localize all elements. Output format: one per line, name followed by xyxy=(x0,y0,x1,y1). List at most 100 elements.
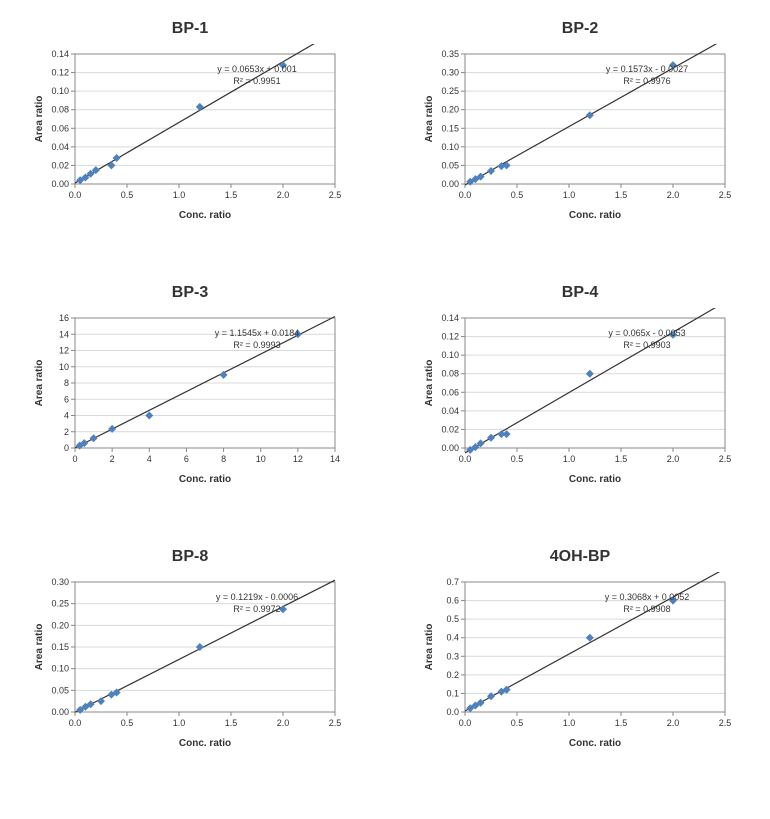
y-axis-label: Area ratio xyxy=(424,96,435,143)
svg-text:4: 4 xyxy=(147,454,152,464)
r2-label: R² = 0.9976 xyxy=(623,76,670,86)
svg-text:0.14: 0.14 xyxy=(51,49,69,59)
data-marker xyxy=(145,412,153,420)
svg-text:12: 12 xyxy=(59,346,69,356)
chart-title: 4OH-BP xyxy=(550,548,610,566)
svg-text:8: 8 xyxy=(221,454,226,464)
svg-text:0.10: 0.10 xyxy=(441,142,459,152)
svg-text:10: 10 xyxy=(256,454,266,464)
svg-text:0.00: 0.00 xyxy=(51,179,69,189)
chart-panel-3: BP-40.000.020.040.060.080.100.120.140.00… xyxy=(410,284,750,498)
x-axis-label: Conc. ratio xyxy=(179,738,231,749)
x-axis-label: Conc. ratio xyxy=(569,474,621,485)
chart-svg: 0.000.050.100.150.200.250.300.350.00.51.… xyxy=(420,44,740,234)
r2-label: R² = 0.9993 xyxy=(233,340,280,350)
chart-panel-1: BP-20.000.050.100.150.200.250.300.350.00… xyxy=(410,20,750,234)
svg-text:0.0: 0.0 xyxy=(459,454,472,464)
svg-text:6: 6 xyxy=(64,394,69,404)
x-axis-label: Conc. ratio xyxy=(569,210,621,221)
chart-title: BP-3 xyxy=(172,284,208,302)
svg-text:2: 2 xyxy=(110,454,115,464)
svg-text:0.00: 0.00 xyxy=(441,443,459,453)
chart-title: BP-2 xyxy=(562,20,598,38)
data-marker xyxy=(503,430,511,438)
svg-text:1.5: 1.5 xyxy=(225,190,238,200)
svg-text:0.30: 0.30 xyxy=(441,68,459,78)
svg-text:0.0: 0.0 xyxy=(459,190,472,200)
chart-panel-4: BP-80.000.050.100.150.200.250.300.00.51.… xyxy=(20,548,360,762)
chart-svg: 0.000.020.040.060.080.100.120.140.00.51.… xyxy=(30,44,350,234)
y-axis-label: Area ratio xyxy=(34,96,45,143)
svg-text:0.30: 0.30 xyxy=(51,577,69,587)
r2-label: R² = 0.9951 xyxy=(233,76,280,86)
svg-text:2.0: 2.0 xyxy=(277,190,290,200)
chart-panel-0: BP-10.000.020.040.060.080.100.120.140.00… xyxy=(20,20,360,234)
y-axis-label: Area ratio xyxy=(34,360,45,407)
equation-label: y = 1.1545x + 0.0184 xyxy=(215,328,300,338)
svg-text:0.14: 0.14 xyxy=(441,313,459,323)
data-marker xyxy=(220,371,228,379)
svg-text:0: 0 xyxy=(64,443,69,453)
svg-text:0.08: 0.08 xyxy=(441,369,459,379)
svg-text:1.5: 1.5 xyxy=(225,718,238,728)
svg-text:4: 4 xyxy=(64,411,69,421)
chart-svg: 0.000.020.040.060.080.100.120.140.00.51.… xyxy=(420,308,740,498)
equation-label: y = 0.1219x - 0.0006 xyxy=(216,592,298,602)
svg-text:0.25: 0.25 xyxy=(51,599,69,609)
svg-text:0.25: 0.25 xyxy=(441,86,459,96)
svg-text:2.0: 2.0 xyxy=(667,190,680,200)
svg-text:0.00: 0.00 xyxy=(441,179,459,189)
r2-label: R² = 0.9972 xyxy=(233,604,280,614)
y-axis-label: Area ratio xyxy=(424,624,435,671)
r2-label: R² = 0.9903 xyxy=(623,340,670,350)
x-axis-label: Conc. ratio xyxy=(569,738,621,749)
svg-text:0.06: 0.06 xyxy=(51,123,69,133)
svg-text:0.5: 0.5 xyxy=(446,614,459,624)
svg-text:0.35: 0.35 xyxy=(441,49,459,59)
x-axis-label: Conc. ratio xyxy=(179,474,231,485)
svg-text:2.5: 2.5 xyxy=(329,190,342,200)
svg-text:14: 14 xyxy=(330,454,340,464)
svg-text:2.0: 2.0 xyxy=(277,718,290,728)
svg-text:0.7: 0.7 xyxy=(446,577,459,587)
svg-text:0.0: 0.0 xyxy=(446,707,459,717)
data-marker xyxy=(586,370,594,378)
svg-text:0.10: 0.10 xyxy=(51,86,69,96)
svg-text:0.20: 0.20 xyxy=(51,620,69,630)
chart-title: BP-1 xyxy=(172,20,208,38)
svg-text:0.6: 0.6 xyxy=(446,596,459,606)
svg-text:0.10: 0.10 xyxy=(441,350,459,360)
x-axis-label: Conc. ratio xyxy=(179,210,231,221)
chart-panel-2: BP-3024681012141602468101214y = 1.1545x … xyxy=(20,284,360,498)
chart-svg: 0.000.050.100.150.200.250.300.00.51.01.5… xyxy=(30,572,350,762)
trend-line xyxy=(465,308,725,453)
svg-text:0.04: 0.04 xyxy=(51,142,69,152)
chart-title: BP-4 xyxy=(562,284,598,302)
svg-text:0.05: 0.05 xyxy=(441,160,459,170)
svg-text:1.0: 1.0 xyxy=(563,190,576,200)
chart-title: BP-8 xyxy=(172,548,208,566)
svg-text:0.5: 0.5 xyxy=(511,718,524,728)
svg-text:1.5: 1.5 xyxy=(615,718,628,728)
svg-text:0.02: 0.02 xyxy=(51,160,69,170)
data-marker xyxy=(586,111,594,119)
svg-text:0.0: 0.0 xyxy=(69,718,82,728)
svg-text:1.5: 1.5 xyxy=(615,454,628,464)
svg-text:1.0: 1.0 xyxy=(173,190,186,200)
svg-text:8: 8 xyxy=(64,378,69,388)
svg-text:0.5: 0.5 xyxy=(511,190,524,200)
svg-text:0.0: 0.0 xyxy=(459,718,472,728)
equation-label: y = 0.0653x + 0.001 xyxy=(217,64,297,74)
svg-text:0.15: 0.15 xyxy=(441,123,459,133)
svg-text:0.5: 0.5 xyxy=(121,190,134,200)
data-marker xyxy=(487,434,495,442)
svg-text:2.5: 2.5 xyxy=(719,454,732,464)
svg-text:0.08: 0.08 xyxy=(51,105,69,115)
y-axis-label: Area ratio xyxy=(424,360,435,407)
chart-svg: 024681012141602468101214y = 1.1545x + 0.… xyxy=(30,308,350,498)
equation-label: y = 0.065x - 0.0053 xyxy=(608,328,685,338)
svg-text:0.0: 0.0 xyxy=(69,190,82,200)
svg-text:6: 6 xyxy=(184,454,189,464)
svg-text:0.00: 0.00 xyxy=(51,707,69,717)
r2-label: R² = 0.9908 xyxy=(623,604,670,614)
